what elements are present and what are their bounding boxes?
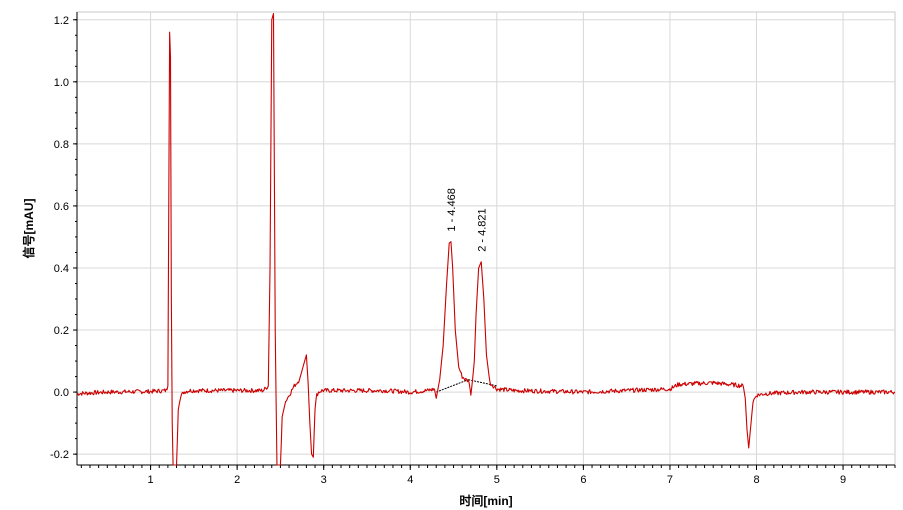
peak-label: 2 - 4.821	[476, 208, 488, 251]
integration-baseline	[436, 379, 469, 393]
y-axis-title: 信号[mAU]	[21, 199, 36, 259]
x-tick-label: 7	[667, 474, 673, 486]
baseline-layer	[436, 379, 497, 393]
y-tick-label: 0.6	[54, 201, 69, 213]
annotation-layer: 1 - 4.468 2 - 4.821	[446, 188, 489, 252]
axis-layer: -0.2 0.0 0.2 0.4 0.6 0.8 1.0 1.2 1 2 3 4 5 6 7 8 9	[50, 12, 896, 486]
y-tick-label: 0.8	[54, 139, 69, 151]
peak-label: 1 - 4.468	[446, 188, 458, 231]
x-tick-label: 9	[840, 474, 846, 486]
x-tick-label: 3	[321, 474, 327, 486]
x-axis-title: 时间[min]	[459, 493, 512, 508]
signal-trace	[76, 13, 896, 466]
y-tick-label: 0.4	[54, 263, 69, 275]
x-tick-label: 1	[148, 474, 154, 486]
x-tick-label: 2	[234, 474, 240, 486]
y-tick-label: 0.0	[54, 387, 69, 399]
y-tick-label: 1.2	[54, 15, 69, 27]
x-tick-label: 4	[407, 474, 413, 486]
x-tick-label: 8	[753, 474, 759, 486]
x-tick-label: 6	[580, 474, 586, 486]
series-layer	[76, 13, 896, 466]
y-tick-label: -0.2	[50, 449, 69, 461]
x-tick-label: 5	[494, 474, 500, 486]
title-layer: 时间[min] 信号[mAU]	[21, 199, 513, 509]
y-tick-label: 0.2	[54, 325, 69, 337]
y-tick-label: 1.0	[54, 77, 69, 89]
